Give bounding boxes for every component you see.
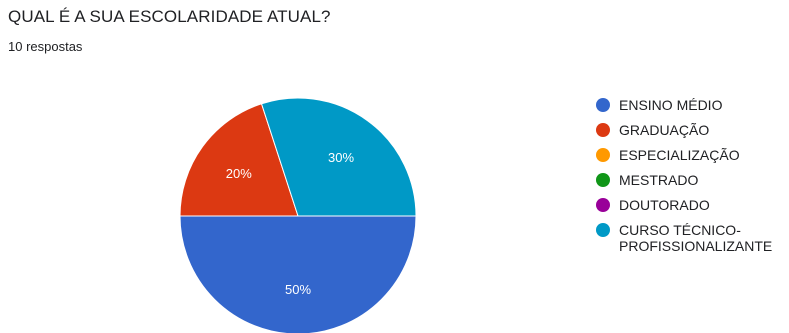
legend-label: DOUTORADO bbox=[619, 197, 710, 213]
pie-slice-6 bbox=[260, 97, 417, 217]
response-count: 10 respostas bbox=[8, 39, 83, 54]
slice-value-label-1: 50% bbox=[285, 282, 311, 297]
legend-label: ESPECIALIZAÇÃO bbox=[619, 147, 740, 163]
legend-label: GRADUAÇÃO bbox=[619, 122, 710, 138]
slice-value-label-6: 30% bbox=[328, 150, 354, 165]
legend-swatch bbox=[596, 98, 610, 112]
legend-swatch bbox=[596, 223, 610, 237]
legend-label: MESTRADO bbox=[619, 172, 699, 188]
legend-label: ENSINO MÉDIO bbox=[619, 97, 723, 113]
slice-value-label-2: 20% bbox=[226, 166, 252, 181]
legend-swatch bbox=[596, 148, 610, 162]
legend-swatch bbox=[596, 123, 610, 137]
legend-swatch bbox=[596, 198, 610, 212]
chart-title: QUAL É A SUA ESCOLARIDADE ATUAL? bbox=[8, 7, 331, 26]
pie-slice-1 bbox=[179, 215, 417, 333]
legend-swatch bbox=[596, 173, 610, 187]
legend-label: CURSO TÉCNICO- PROFISSIONALIZANTE bbox=[619, 222, 773, 254]
pie-slice-2 bbox=[179, 103, 299, 217]
